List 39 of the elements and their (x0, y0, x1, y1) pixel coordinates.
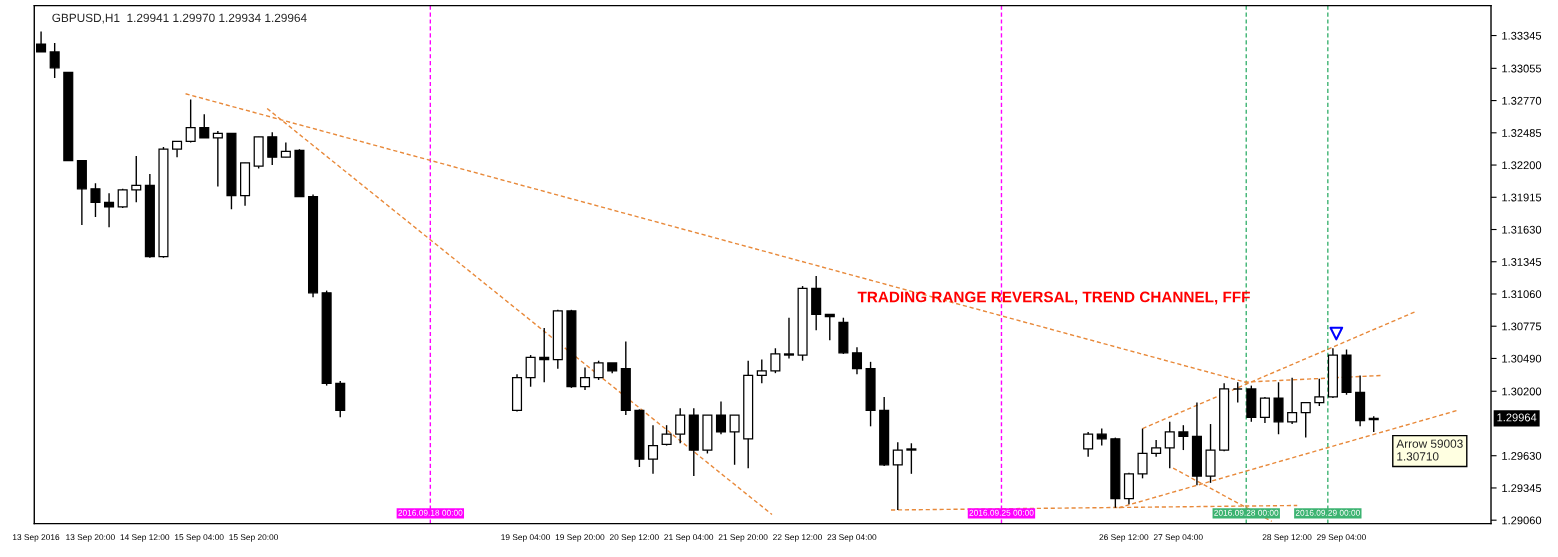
x-tick-label: 20 Sep 12:00 (609, 534, 659, 542)
y-tick-label: 1.30200 (1502, 387, 1542, 396)
y-tick-label: 1.31345 (1502, 258, 1542, 266)
ref-line-label: 2016.09.18 00:00 (398, 509, 463, 516)
y-tick-label: 1.30775 (1502, 322, 1542, 331)
x-tick-label: 19 Sep 04:00 (501, 534, 550, 542)
y-tick-label: 1.32770 (1502, 96, 1542, 105)
x-tick-label: 26 Sep 12:00 (1099, 534, 1149, 542)
x-tick-label: 27 Sep 04:00 (1153, 534, 1203, 542)
x-tick-label: 21 Sep 20:00 (718, 534, 768, 542)
x-tick-label: 22 Sep 12:00 (773, 534, 822, 542)
ref-line-label: 2016.09.25 00:00 (969, 509, 1034, 516)
y-tick-label: 1.32485 (1502, 129, 1542, 137)
y-tick-label: 1.29060 (1502, 516, 1542, 525)
x-tick-label: 19 Sep 20:00 (555, 534, 605, 542)
y-tick-label: 1.33055 (1502, 64, 1542, 73)
x-tick-label: 21 Sep 04:00 (664, 534, 714, 542)
y-tick-label: 1.31060 (1502, 290, 1542, 299)
x-tick-label: 15 Sep 04:00 (175, 534, 224, 542)
x-tick-label: 14 Sep 12:00 (120, 534, 170, 542)
x-tick-label: 13 Sep 20:00 (66, 534, 115, 542)
x-tick-label: 13 Sep 2016 (12, 534, 60, 542)
y-tick-label: 1.30490 (1502, 354, 1542, 363)
annotation: TRADING RANGE REVERSAL, TREND CHANNEL, FFF (857, 291, 1250, 305)
text: GBPUSD,H1 1.29941 1.29970 1.29934 1.29964 (52, 13, 307, 24)
x-tick-label: 15 Sep 20:00 (229, 534, 279, 542)
x-tick-label: 28 Sep 12:00 (1262, 534, 1312, 542)
text: 1.29964 (1497, 413, 1537, 422)
y-tick-label: 1.31630 (1502, 225, 1542, 234)
annotation: Arrow 59003 1.30710 (1396, 439, 1463, 461)
y-tick-label: 1.31915 (1502, 193, 1542, 202)
ref-line-label: 2016.09.29 00:00 (1295, 509, 1360, 516)
y-tick-label: 1.29630 (1502, 451, 1542, 460)
y-tick-label: 1.32200 (1502, 161, 1542, 170)
ref-line-label: 2016.09.28 00:00 (1214, 509, 1279, 516)
x-tick-label: 23 Sep 04:00 (827, 534, 877, 542)
x-tick-label: 29 Sep 04:00 (1317, 534, 1366, 542)
y-tick-label: 1.33345 (1502, 31, 1542, 40)
y-tick-label: 1.29345 (1502, 484, 1542, 493)
